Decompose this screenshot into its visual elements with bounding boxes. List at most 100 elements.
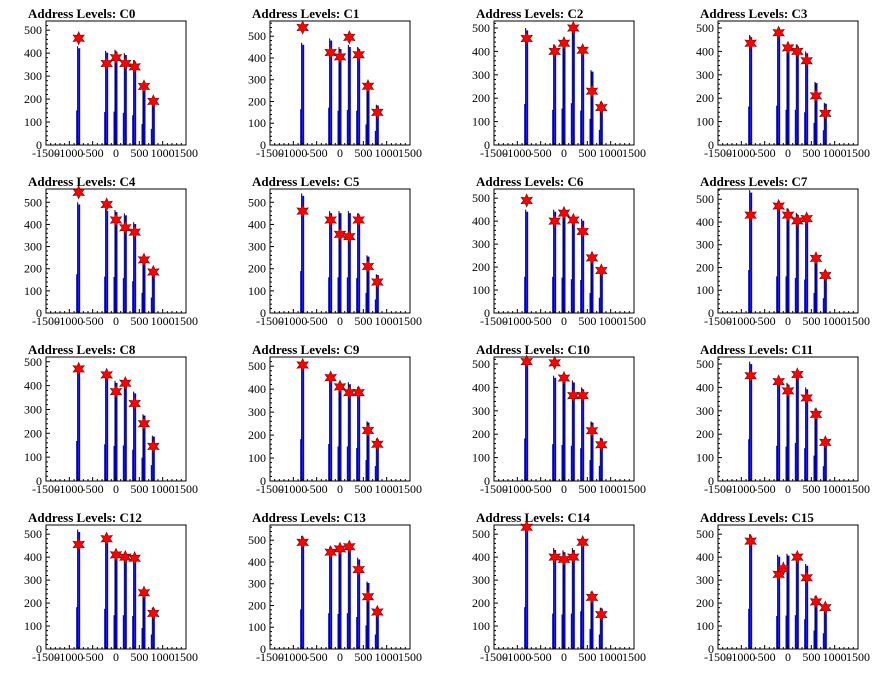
bar — [152, 269, 155, 313]
peak-marker — [520, 193, 533, 208]
x-tick-label: -1000 — [727, 146, 755, 160]
bar — [143, 86, 146, 145]
bar — [591, 422, 594, 481]
peak-marker — [109, 384, 123, 399]
x-tick-label: -1500 — [704, 314, 732, 328]
peak-marker — [548, 213, 561, 229]
y-tick-label: 0 — [484, 642, 490, 656]
x-tick-label: 1500 — [174, 650, 198, 664]
x-tick-label: 1000 — [599, 146, 623, 160]
x-tick-label: -1000 — [503, 314, 531, 328]
bar — [526, 531, 529, 649]
peak-marker — [557, 552, 571, 567]
chart-panel: Address Levels: C30100200300400500-1500-… — [696, 6, 870, 160]
peak-marker — [772, 374, 785, 389]
x-tick-label: -1500 — [256, 482, 284, 496]
x-tick-label: -1500 — [480, 650, 508, 664]
x-tick-label: 0 — [561, 482, 567, 496]
peak-marker — [772, 198, 785, 214]
x-tick-label: -1000 — [503, 482, 531, 496]
y-tick-label: 400 — [248, 382, 266, 396]
bar-shoulder — [794, 109, 797, 145]
bar — [124, 54, 127, 145]
y-tick-label: 200 — [248, 262, 266, 276]
x-tick-label: 500 — [578, 314, 596, 328]
peak-marker — [791, 213, 804, 229]
bar — [302, 195, 305, 313]
bar-shoulder — [776, 445, 778, 481]
y-tick-label: 400 — [696, 215, 714, 229]
peak-marker — [109, 547, 123, 563]
x-tick-label: 1500 — [846, 314, 870, 328]
bar-shoulder — [804, 112, 806, 145]
x-tick-label: 0 — [337, 146, 343, 160]
y-tick-label: 100 — [248, 116, 266, 130]
peak-marker — [100, 367, 113, 383]
bar — [600, 270, 603, 313]
peak-marker — [72, 30, 85, 46]
y-tick-label: 500 — [248, 29, 266, 43]
bar — [600, 102, 603, 145]
x-tick-label: 1000 — [375, 314, 399, 328]
peak-marker — [744, 533, 757, 549]
bar — [591, 592, 594, 649]
bar — [778, 210, 781, 313]
peak-marker — [361, 259, 375, 274]
peak-marker — [72, 537, 85, 552]
chart-title: Address Levels: C7 — [700, 174, 808, 189]
peak-marker — [343, 385, 356, 400]
peak-marker — [800, 570, 813, 586]
y-tick-label: 200 — [472, 427, 490, 441]
x-tick-label: -1500 — [32, 482, 60, 496]
bar — [824, 439, 827, 481]
bar — [106, 211, 109, 313]
y-tick-label: 100 — [696, 115, 714, 129]
peak-marker — [109, 212, 123, 228]
x-tick-label: -500 — [306, 650, 328, 664]
y-tick-label: 300 — [248, 405, 266, 419]
bar — [554, 211, 557, 313]
bar — [750, 192, 753, 313]
bar-shoulder — [813, 122, 815, 145]
bar-shoulder — [598, 297, 601, 313]
bar — [582, 220, 585, 313]
chart-panel: Address Levels: C70100200300400500-1500-… — [696, 174, 870, 328]
y-tick-label: 400 — [248, 217, 266, 231]
bar-shoulder — [552, 444, 554, 481]
peak-marker — [819, 435, 832, 450]
x-tick-label: -500 — [82, 482, 104, 496]
bar-shoulder — [122, 445, 125, 481]
x-tick-label: -500 — [82, 314, 104, 328]
bar-shoulder — [524, 607, 526, 649]
bar — [339, 550, 342, 649]
x-tick-label: 1000 — [823, 314, 847, 328]
x-tick-label: 500 — [802, 650, 820, 664]
bar — [358, 215, 361, 313]
bar — [152, 99, 155, 145]
peak-marker — [791, 367, 804, 382]
bar-shoulder — [589, 292, 591, 313]
chart-title: Address Levels: C0 — [28, 6, 135, 21]
peak-marker — [520, 520, 533, 535]
bar — [348, 46, 351, 145]
bar — [358, 49, 361, 145]
peak-marker — [119, 549, 132, 565]
y-tick-label: 200 — [696, 260, 714, 274]
bar — [796, 374, 799, 481]
x-tick-label: 0 — [337, 482, 343, 496]
chart-title: Address Levels: C11 — [700, 342, 813, 357]
y-tick-label: 400 — [472, 44, 490, 58]
x-tick-label: -1500 — [704, 650, 732, 664]
bar — [376, 439, 379, 481]
bar — [582, 543, 585, 649]
bar — [143, 590, 146, 649]
x-tick-label: 1000 — [375, 146, 399, 160]
y-tick-label: 500 — [472, 527, 490, 541]
x-tick-label: 500 — [802, 146, 820, 160]
x-tick-label: 1500 — [398, 650, 422, 664]
peak-marker — [567, 549, 580, 565]
chart-panel: Address Levels: C60100200300400500-1500-… — [472, 174, 646, 328]
x-tick-label: 500 — [130, 482, 148, 496]
peak-marker — [72, 361, 85, 377]
x-tick-label: 1000 — [151, 314, 175, 328]
